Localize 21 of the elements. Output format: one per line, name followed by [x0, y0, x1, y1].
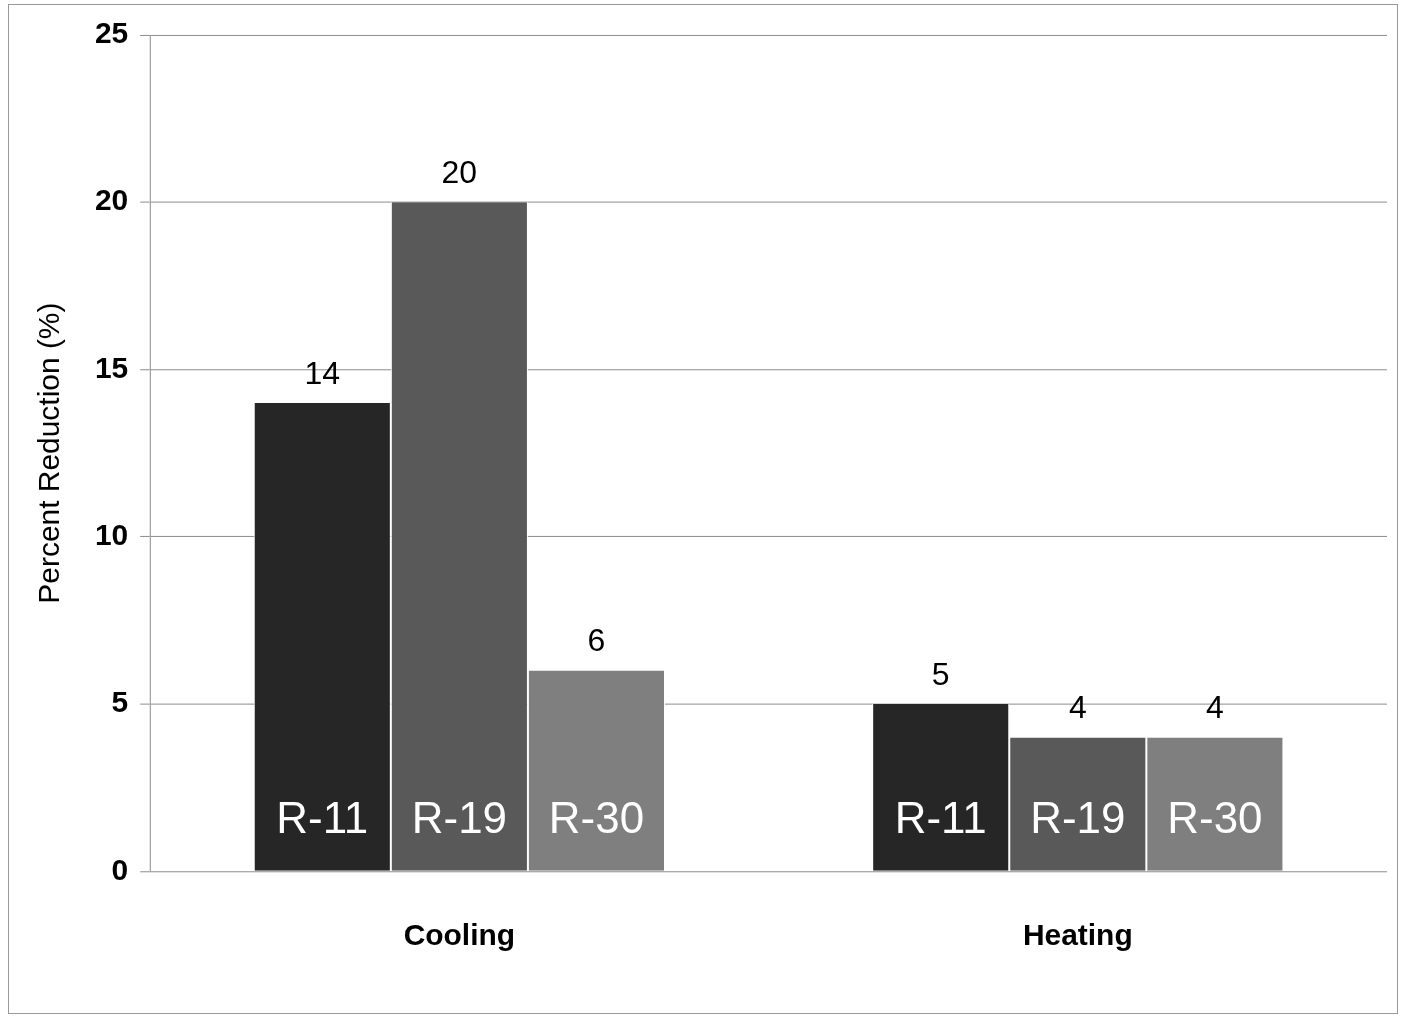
data-label: 4	[1206, 689, 1224, 726]
y-tick-label: 10	[94, 518, 129, 551]
text: R-11	[894, 793, 987, 842]
data-label: 20	[441, 154, 478, 191]
series-label: R-30	[548, 793, 645, 842]
y-tick-label: 15	[94, 350, 129, 384]
y-tick-label: 20	[94, 183, 129, 217]
y-tick-label: 0	[111, 852, 129, 886]
data-label: 14	[304, 354, 341, 391]
text: R-30	[1167, 793, 1263, 842]
series-label: R-19	[411, 793, 507, 842]
y-tick-label: 5	[111, 685, 129, 719]
data-label: 5	[931, 655, 950, 692]
data-label: 4	[1068, 689, 1087, 726]
x-tick-label: Cooling	[403, 918, 516, 952]
series-label: R-11	[276, 793, 369, 842]
y-axis-title: Percent Reduction (%)	[32, 302, 66, 604]
x-tick-label: Heating	[1022, 918, 1133, 952]
text: R-19	[1030, 793, 1126, 842]
y-tick-label: 25	[94, 16, 129, 50]
data-label: 6	[587, 622, 606, 659]
